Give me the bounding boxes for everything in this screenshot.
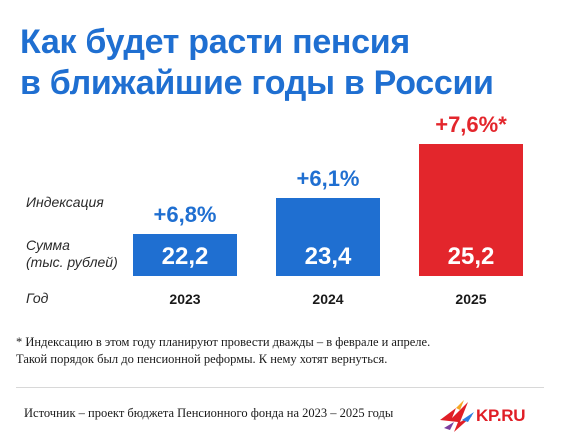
indexation-label: +6,1% — [297, 166, 360, 191]
title-line-2: в ближайшие годы в России — [20, 64, 494, 102]
kp-logo[interactable]: KP.RU — [438, 398, 548, 434]
year-tick-label: 2024 — [312, 291, 343, 307]
source-note: Источник – проект бюджета Пенсионного фо… — [24, 406, 394, 420]
title-line-1: Как будет расти пенсия — [20, 23, 410, 61]
indexation-row-label: Индексация — [26, 194, 104, 210]
year-row-label: Год — [26, 290, 49, 306]
indexation-label: +7,6%* — [435, 112, 507, 137]
page-title: Как будет расти пенсия в ближайшие годы … — [20, 22, 550, 104]
sum-row-label: Сумма (тыс. рублей) — [26, 237, 118, 271]
sum-label-line-1: Сумма — [26, 237, 70, 253]
bar-chart: 22,2 +6,8% 2023 23,4 +6,1% 2024 25,2 +7,6%* 2025 — [133, 112, 523, 307]
year-tick-label: 2023 — [169, 291, 200, 307]
footnote-line-2: Такой порядок был до пенсионной реформы.… — [16, 352, 388, 366]
divider — [16, 387, 544, 388]
bar-2024 — [276, 198, 380, 276]
bar-2025 — [419, 144, 523, 276]
bar-value-label: 22,2 — [162, 243, 209, 270]
bar-2023 — [133, 234, 237, 276]
bar-value-label: 25,2 — [448, 243, 495, 270]
indexation-label: +6,8% — [154, 202, 217, 227]
sum-label-line-2: (тыс. рублей) — [26, 254, 118, 270]
bird-icon — [440, 400, 474, 432]
logo-text: KP.RU — [476, 406, 526, 425]
footnote: * Индексацию в этом году планируют прове… — [16, 334, 546, 368]
year-tick-label: 2025 — [455, 291, 486, 307]
footnote-line-1: * Индексацию в этом году планируют прове… — [16, 335, 431, 349]
bar-value-label: 23,4 — [305, 243, 352, 270]
